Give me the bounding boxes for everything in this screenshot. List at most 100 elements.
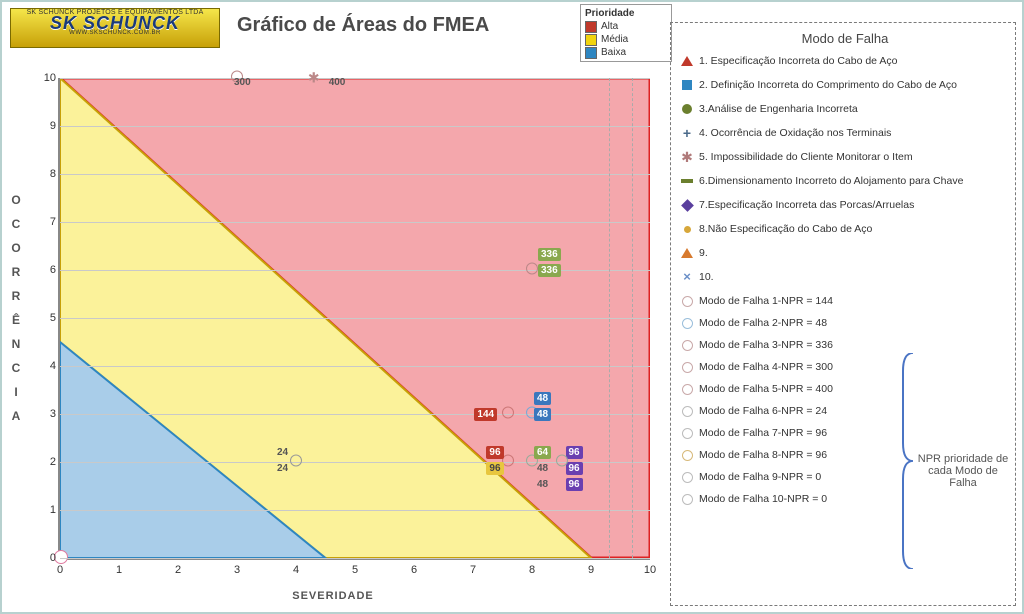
x-tick-label: 1 (116, 564, 122, 576)
npr-legend-item: Modo de Falha 1-NPR = 144 (681, 294, 1009, 308)
mode-marker-icon: × (681, 271, 693, 283)
x-tick-label: 5 (352, 564, 358, 576)
fmea-chart-frame: SK SCHUNCK PROJETOS E EQUIPAMENTOS LTDA … (0, 0, 1024, 614)
mode-legend-item: 1. Especificação Incorreta do Cabo de Aç… (681, 54, 1009, 68)
npr-label: Modo de Falha 8-NPR = 96 (699, 448, 827, 462)
npr-label: Modo de Falha 3-NPR = 336 (699, 338, 833, 352)
data-point (502, 407, 514, 422)
mode-label: 6.Dimensionamento Incorreto do Alojament… (699, 174, 963, 188)
data-label: 96 (486, 446, 503, 459)
brace-icon (901, 353, 915, 569)
y-axis-title: OCORRÊNCIA (10, 188, 22, 428)
swatch-icon (585, 21, 597, 33)
npr-ring-icon (681, 339, 693, 351)
npr-label: Modo de Falha 7-NPR = 96 (699, 426, 827, 440)
mode-label: 9. (699, 246, 708, 260)
npr-label: Modo de Falha 4-NPR = 300 (699, 360, 833, 374)
npr-label: Modo de Falha 2-NPR = 48 (699, 316, 827, 330)
npr-ring-icon (681, 383, 693, 395)
mode-legend-item: 7.Especificação Incorreta das Porcas/Arr… (681, 198, 1009, 212)
data-label: 96 (486, 462, 503, 475)
mode-legend-item: 2. Definição Incorreta do Comprimento do… (681, 78, 1009, 92)
mode-legend-item: 9. (681, 246, 1009, 260)
npr-ring-icon (681, 427, 693, 439)
y-tick-label: 5 (32, 312, 56, 324)
data-label: 64 (534, 446, 551, 459)
mode-legend-item: 6.Dimensionamento Incorreto do Alojament… (681, 174, 1009, 188)
data-label: 96 (566, 446, 583, 459)
npr-legend-item: Modo de Falha 4-NPR = 300 (681, 360, 1009, 374)
data-point (290, 455, 302, 470)
mode-marker-icon (681, 79, 693, 91)
mode-label: 7.Especificação Incorreta das Porcas/Arr… (699, 198, 914, 212)
priority-label: Média (601, 33, 628, 46)
npr-legend-item: Modo de Falha 2-NPR = 48 (681, 316, 1009, 330)
priority-label: Alta (601, 20, 618, 33)
data-label: 48 (534, 478, 551, 491)
mode-legend-title: Modo de Falha (681, 31, 1009, 46)
chart-container: OCORRÊNCIA SEVERIDADE 012345678910012345… (8, 58, 658, 606)
mode-legend-item: +4. Ocorrência de Oxidação nos Terminais (681, 126, 1009, 140)
mode-marker-icon (681, 55, 693, 67)
x-tick-label: 6 (411, 564, 417, 576)
swatch-icon (585, 34, 597, 46)
mode-label: 5. Impossibilidade do Cliente Monitorar … (699, 150, 913, 164)
mode-label: 4. Ocorrência de Oxidação nos Terminais (699, 126, 891, 140)
npr-label: Modo de Falha 5-NPR = 400 (699, 382, 833, 396)
mode-marker-icon (681, 103, 693, 115)
company-logo: SK SCHUNCK PROJETOS E EQUIPAMENTOS LTDA … (10, 8, 220, 48)
npr-ring-icon (681, 295, 693, 307)
y-tick-label: 8 (32, 168, 56, 180)
mode-legend-item: 8.Não Especificação do Cabo de Aço (681, 222, 1009, 236)
data-label: 24 (274, 462, 291, 475)
npr-ring-icon (681, 405, 693, 417)
y-tick-label: 7 (32, 216, 56, 228)
priority-legend: Prioridade AltaMédiaBaixa (580, 4, 672, 62)
priority-legend-header: Prioridade (585, 7, 667, 20)
npr-legend-item: Modo de Falha 7-NPR = 96 (681, 426, 1009, 440)
x-tick-label: 7 (470, 564, 476, 576)
mode-marker-icon: + (681, 127, 693, 139)
npr-label: Modo de Falha 6-NPR = 24 (699, 404, 827, 418)
data-label: 48 (534, 392, 551, 405)
logo-main-text: SK SCHUNCK (11, 16, 219, 30)
y-tick-label: 1 (32, 504, 56, 516)
y-tick-label: 9 (32, 120, 56, 132)
x-tick-label: 3 (234, 564, 240, 576)
mode-marker-icon (681, 247, 693, 259)
logo-url: WWW.SKSCHUNCK.COM.BR (11, 30, 219, 36)
x-tick-label: 0 (57, 564, 63, 576)
mode-legend-item: × 10. (681, 270, 1009, 284)
mode-label: 8.Não Especificação do Cabo de Aço (699, 222, 872, 236)
data-label: 400 (326, 76, 349, 89)
y-tick-label: 10 (32, 72, 56, 84)
npr-label: Modo de Falha 10-NPR = 0 (699, 492, 827, 506)
npr-legend-item: Modo de Falha 6-NPR = 24 (681, 404, 1009, 418)
npr-ring-icon (681, 449, 693, 461)
data-point (526, 263, 538, 278)
x-tick-label: 10 (644, 564, 656, 576)
priority-legend-item: Média (585, 33, 667, 46)
data-label: 300 (231, 76, 254, 89)
swatch-icon (585, 47, 597, 59)
npr-ring-icon (681, 317, 693, 329)
y-tick-label: 4 (32, 360, 56, 372)
data-label: 96 (566, 462, 583, 475)
data-point (502, 455, 514, 470)
axis-origin-marker (54, 550, 68, 564)
mode-marker-icon (681, 175, 693, 187)
mode-label: 10. (699, 270, 714, 284)
data-label: 336 (538, 248, 561, 261)
data-label: 336 (538, 264, 561, 277)
y-tick-label: 6 (32, 264, 56, 276)
x-tick-label: 8 (529, 564, 535, 576)
mode-list: 1. Especificação Incorreta do Cabo de Aç… (681, 54, 1009, 284)
npr-ring-icon (681, 361, 693, 373)
y-tick-label: 0 (32, 552, 56, 564)
mode-label: 2. Definição Incorreta do Comprimento do… (699, 78, 957, 92)
npr-legend-item: Modo de Falha 5-NPR = 400 (681, 382, 1009, 396)
x-tick-label: 9 (588, 564, 594, 576)
data-label: 144 (474, 408, 497, 421)
x-tick-label: 2 (175, 564, 181, 576)
npr-ring-icon (681, 493, 693, 505)
